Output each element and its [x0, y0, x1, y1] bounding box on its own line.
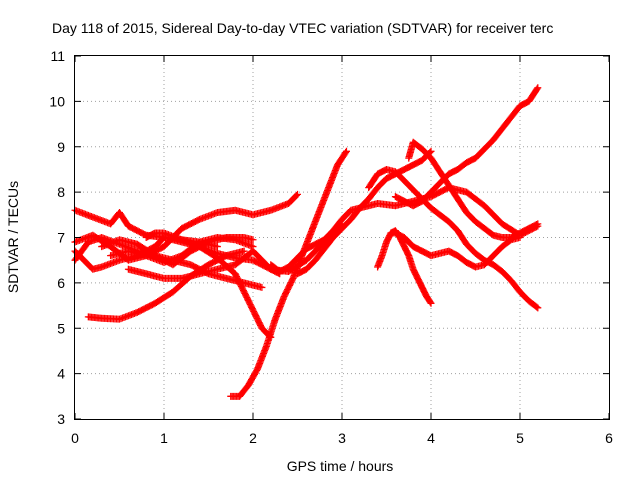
data-point-marker: [534, 220, 542, 228]
data-point-marker: [213, 243, 221, 251]
y-tick-label: 11: [50, 48, 65, 64]
series-arc-18: [387, 229, 524, 271]
data-point-marker: [426, 298, 434, 306]
data-point-marker: [534, 84, 542, 92]
x-tick-label: 2: [249, 430, 257, 446]
data-point-marker: [427, 299, 435, 307]
x-tick-label: 1: [160, 430, 168, 446]
x-axis-label: GPS time / hours: [287, 458, 394, 474]
data-point-marker: [342, 149, 350, 157]
data-point-marker: [240, 247, 248, 255]
y-tick-label: 4: [57, 366, 65, 382]
data-point-marker: [342, 147, 350, 155]
series-arc-13: [294, 147, 435, 278]
x-tick-label: 4: [427, 430, 435, 446]
data-point-marker: [533, 303, 541, 311]
series-arc-10: [160, 234, 275, 341]
plot-frame: [74, 55, 610, 420]
x-tick-label: 3: [338, 430, 346, 446]
y-tick-label: 9: [57, 139, 65, 155]
y-tick-label: 3: [57, 411, 65, 427]
data-point-marker: [516, 234, 524, 241]
y-tick-label: 8: [57, 184, 65, 200]
data-point-marker: [427, 147, 435, 155]
series-arc-17: [405, 138, 542, 241]
y-tick-label: 10: [49, 93, 65, 109]
data-series-layer: [71, 84, 542, 400]
data-point-marker: [294, 190, 301, 198]
x-tick-label: 0: [71, 430, 79, 446]
y-axis-label: SDTVAR / TECUs: [5, 181, 21, 293]
x-tick-label: 5: [516, 430, 524, 446]
data-point-marker: [292, 192, 300, 200]
data-point-marker: [258, 283, 266, 291]
data-point-marker: [249, 236, 257, 244]
axis-ticks: 0 1 2 3 4 5 6 3 4 5 6 7 8 9 10 11: [49, 48, 613, 446]
series-arc-07: [107, 234, 257, 266]
data-point-marker: [533, 85, 541, 93]
series-arc-14: [365, 165, 542, 312]
data-point-marker: [534, 304, 542, 312]
y-tick-label: 5: [57, 320, 65, 336]
y-tick-label: 6: [57, 275, 65, 291]
x-tick-label: 6: [605, 430, 613, 446]
chart-title: Day 118 of 2015, Sidereal Day-to-day VTE…: [52, 20, 553, 36]
y-tick-label: 7: [57, 230, 65, 246]
